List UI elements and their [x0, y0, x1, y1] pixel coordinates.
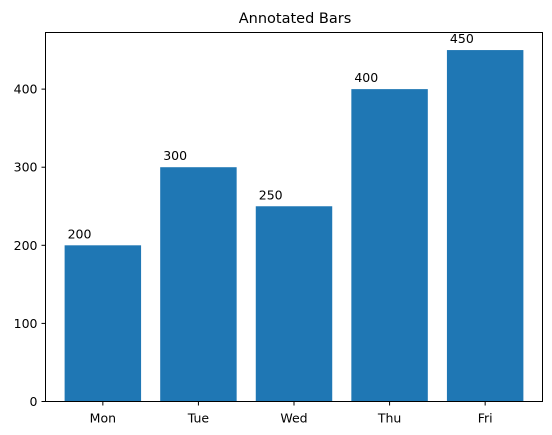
bar-wed — [255, 206, 333, 402]
x-axis: Mon Tue Wed Thu Fri — [90, 401, 493, 426]
y-tick-label: 400 — [14, 82, 38, 97]
y-tick-label: 100 — [14, 316, 38, 331]
bar-mon — [64, 245, 142, 402]
data-label: 400 — [354, 70, 378, 85]
data-label: 300 — [163, 148, 187, 163]
x-tick-label: Thu — [377, 411, 401, 426]
y-axis: 0 100 200 300 400 — [14, 82, 46, 409]
bar-fri — [446, 50, 524, 402]
chart-title: Annotated Bars — [239, 11, 352, 27]
y-tick-label: 0 — [30, 394, 38, 409]
x-tick-label: Tue — [187, 411, 210, 426]
x-tick-label: Fri — [478, 411, 493, 426]
data-label: 250 — [259, 187, 283, 202]
bars-group — [64, 50, 524, 402]
bar-thu — [351, 89, 428, 402]
x-tick-label: Mon — [90, 411, 116, 426]
y-tick-label: 300 — [14, 160, 38, 175]
x-tick-label: Wed — [280, 411, 307, 426]
y-tick-label: 200 — [14, 238, 38, 253]
data-labels-group: 200 300 250 400 450 — [68, 31, 474, 241]
plot-frame — [45, 32, 543, 402]
data-label: 450 — [450, 31, 474, 46]
bar-tue — [160, 167, 237, 402]
data-label: 200 — [68, 226, 92, 241]
